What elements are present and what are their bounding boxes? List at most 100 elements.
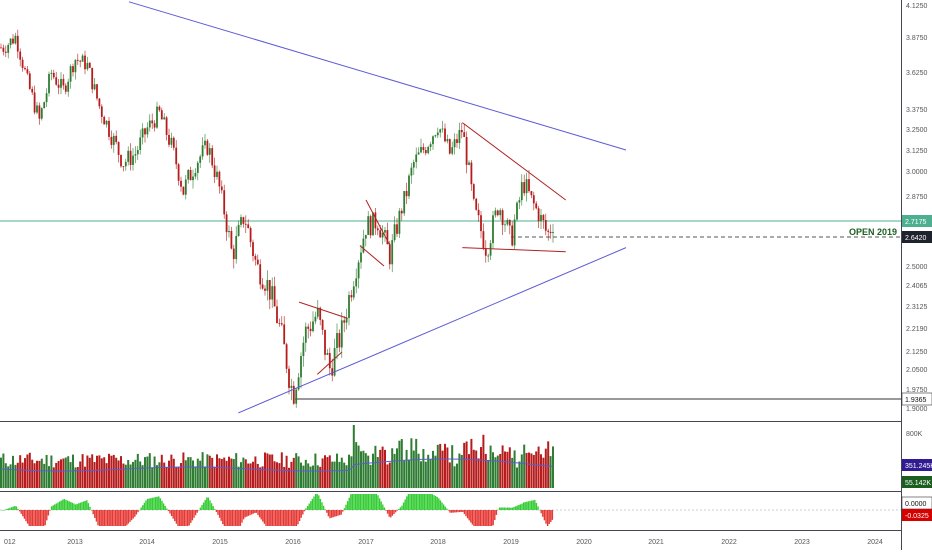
- volume-bar: [420, 461, 422, 488]
- oscillator-bar: [97, 510, 99, 526]
- flag-lower-line[interactable]: [316, 351, 343, 375]
- volume-bar: [379, 449, 382, 488]
- oscillator-bar: [326, 510, 328, 513]
- oscillator-bar: [305, 508, 307, 510]
- volume-bar: [62, 458, 65, 488]
- candle-body: [86, 62, 89, 70]
- oscillator-bar: [137, 510, 139, 513]
- volume-bar: [112, 454, 115, 488]
- volume-bar: [496, 455, 499, 488]
- candle-body: [348, 295, 350, 318]
- wedge-resistance-line[interactable]: [462, 122, 567, 201]
- oscillator-bar: [375, 494, 378, 510]
- candle-body: [163, 117, 166, 120]
- oscillator-bar: [210, 503, 213, 510]
- candle-body: [492, 215, 494, 244]
- candle-body: [194, 172, 197, 177]
- oscillator-bar: [164, 505, 166, 510]
- oscillator-bar: [295, 510, 298, 526]
- volume-bar: [43, 463, 46, 488]
- time-axis[interactable]: 012 2013 2014 2015 2016 2017 2018 2019 2020 2021 2…: [4, 539, 883, 546]
- volume-bar: [254, 456, 257, 488]
- oscillator-bar: [393, 510, 395, 515]
- oscillator-bar: [383, 507, 386, 510]
- oscillator-bar: [82, 501, 85, 510]
- price-axis-tick: 1.9000: [906, 406, 928, 413]
- oscillator-bar: [502, 507, 504, 510]
- oscillator-bar: [2, 510, 5, 511]
- oscillator-bar: [38, 510, 40, 526]
- oscillator-bar: [391, 510, 394, 516]
- candle-body: [283, 324, 286, 345]
- volume-bar: [218, 458, 221, 488]
- volume-bar: [439, 443, 442, 488]
- volume-bar: [285, 455, 288, 488]
- oscillator-bar: [468, 510, 470, 521]
- oscillator-bar: [300, 510, 302, 518]
- volume-bar: [367, 455, 370, 488]
- oscillator-bar: [505, 507, 507, 510]
- candle-body: [48, 73, 50, 94]
- volume-bar: [393, 453, 396, 488]
- oscillator-bar: [446, 508, 448, 510]
- volume-bar: [36, 460, 38, 488]
- candle-body: [184, 179, 187, 195]
- oscillator-bar: [457, 510, 459, 513]
- oscillator-bar: [290, 510, 293, 526]
- upper-trendline[interactable]: [128, 1, 627, 151]
- volume-ma-badge: 351.245K: [905, 463, 932, 470]
- oscillator-bar: [492, 510, 494, 526]
- volume-bar: [9, 464, 12, 488]
- volume-bar: [444, 443, 446, 488]
- price-axis-tick: 3.6250: [906, 70, 928, 77]
- candle-body: [324, 329, 326, 355]
- oscillator-bar: [551, 510, 554, 520]
- lower-trendline[interactable]: [238, 247, 627, 414]
- oscillator-bar: [182, 510, 184, 526]
- candle-body: [384, 230, 386, 233]
- oscillator-bar: [542, 510, 544, 517]
- volume-bar: [542, 457, 545, 488]
- volume-bar: [151, 467, 154, 488]
- oscillator-bar: [306, 505, 309, 510]
- volume-bar: [242, 457, 245, 488]
- pullback-lower-line[interactable]: [359, 245, 385, 267]
- oscillator-bar: [545, 510, 547, 524]
- oscillator-bar: [146, 498, 149, 510]
- oscillator-bar: [209, 500, 211, 510]
- flag-upper-line[interactable]: [298, 301, 348, 319]
- candle-body: [446, 139, 449, 142]
- candle-body: [326, 352, 329, 355]
- volume-bar: [129, 464, 132, 488]
- candle-body: [232, 248, 235, 260]
- candle-body: [451, 147, 454, 154]
- oscillator-bar: [362, 494, 365, 510]
- oscillator-bar: [14, 505, 16, 510]
- volume-bar: [103, 457, 106, 488]
- candle-body: [302, 342, 305, 357]
- oscillator-bar: [156, 496, 158, 510]
- volume-bar: [165, 466, 168, 488]
- candle-body: [427, 146, 430, 154]
- oscillator-bar: [226, 510, 229, 526]
- oscillator-bar: [444, 506, 446, 510]
- candle-body: [460, 129, 463, 133]
- candle-body: [271, 286, 274, 300]
- time-axis-tick: 2019: [503, 539, 519, 546]
- volume-bar: [45, 455, 48, 488]
- candle-body: [213, 165, 216, 177]
- volume-bar: [139, 461, 142, 488]
- price-axis[interactable]: 4.1250 3.8750 3.6250 3.3750 3.2500 3.1250 3.00…: [906, 3, 928, 438]
- wedge-support-line[interactable]: [462, 247, 566, 253]
- price-axis-tick: 2.4065: [906, 283, 928, 290]
- price-axis-tick: 4.1250: [906, 3, 928, 10]
- oscillator-bar: [9, 507, 11, 510]
- oscillator-bar: [105, 510, 107, 526]
- pullback-upper-line[interactable]: [365, 199, 391, 246]
- oscillator-bar: [497, 509, 499, 511]
- volume-bar: [552, 446, 554, 488]
- oscillator-bar: [535, 502, 538, 510]
- candle-body: [513, 219, 516, 246]
